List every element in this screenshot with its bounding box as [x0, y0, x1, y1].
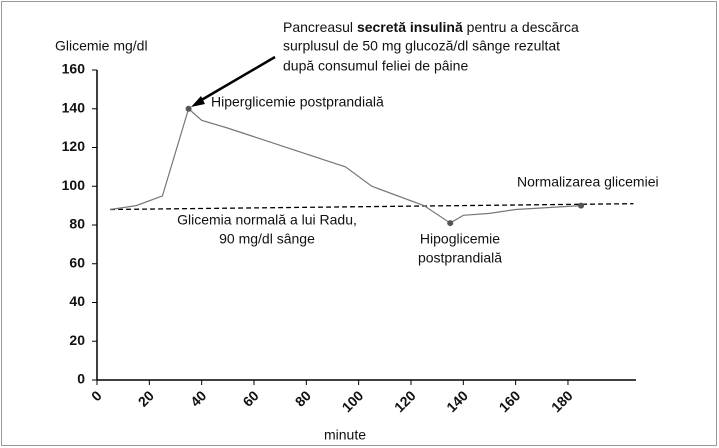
data-point [578, 202, 585, 209]
y-tick-label: 60 [69, 254, 85, 270]
annotation: surplusul de 50 mg glucoză/dl sânge rezu… [283, 38, 560, 54]
x-axis-label: minute [324, 427, 366, 443]
data-point [447, 220, 454, 227]
y-tick-label: 120 [62, 138, 86, 154]
x-tick-label: 60 [239, 387, 261, 409]
y-tick-label: 20 [69, 332, 85, 348]
annotation: Hipoglicemie [420, 231, 500, 247]
annotation: postprandială [418, 250, 502, 266]
y-axis-label: Glicemie mg/dl [55, 38, 148, 54]
annotation: 90 mg/dl sânge [219, 231, 315, 247]
data-point [185, 105, 192, 112]
y-tick-label: 0 [77, 371, 85, 387]
data-line [109, 107, 582, 224]
x-tick-label: 20 [135, 387, 157, 409]
arrow-head [191, 96, 205, 107]
x-tick-label: 140 [443, 387, 471, 415]
annotation: Hiperglicemie postprandială [211, 94, 384, 110]
annotation-part: secretă insulină [357, 19, 463, 35]
y-tick-label: 140 [62, 99, 86, 115]
y-tick-label: 100 [62, 177, 86, 193]
annotation-part: pentru a descărca [463, 19, 579, 35]
x-tick-label: 40 [187, 387, 209, 409]
annotation: Pancreasul secretă insulină pentru a des… [283, 19, 579, 35]
y-tick-label: 80 [69, 216, 85, 232]
annotation-part: Pancreasul [283, 19, 357, 35]
annotation: după consumul feliei de pâine [283, 58, 468, 74]
x-tick-label: 100 [339, 387, 367, 415]
annotation: Glicemia normală a lui Radu, [177, 212, 357, 228]
annotation: Normalizarea glicemiei [517, 174, 659, 190]
x-tick-label: 0 [88, 387, 105, 404]
x-tick-label: 80 [292, 387, 314, 409]
x-tick-label: 160 [496, 387, 524, 415]
y-tick-label: 160 [62, 61, 86, 77]
arrow-shaft [197, 55, 276, 104]
y-tick-label: 40 [69, 293, 85, 309]
reference-line [110, 203, 634, 211]
x-tick-label: 120 [391, 387, 419, 415]
x-tick-label: 180 [548, 387, 576, 415]
